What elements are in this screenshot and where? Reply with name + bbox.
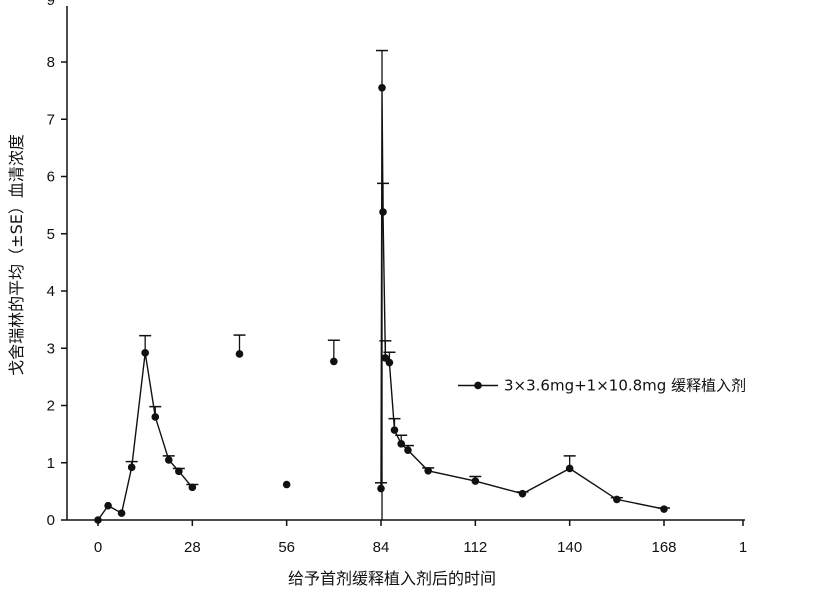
data-point-0-4-11 bbox=[565, 464, 574, 473]
legend: 3×3.6mg+1×10.8mg 缓释植入剂 bbox=[458, 376, 746, 394]
x-tick-label-2: 56 bbox=[278, 539, 295, 556]
data-point-0-0-0 bbox=[94, 516, 102, 524]
x-tick-label-0: 0 bbox=[94, 539, 102, 556]
y-tick-label-1: 1 bbox=[47, 455, 55, 472]
y-tick-label-5: 5 bbox=[47, 226, 55, 243]
error-bars bbox=[125, 49, 670, 520]
data-point-0-4-1 bbox=[378, 83, 386, 92]
data-point-0-0-4 bbox=[141, 349, 149, 357]
data-point-0-4-0 bbox=[377, 484, 385, 493]
y-tick-label-4: 4 bbox=[47, 283, 55, 300]
data-point-0-4-9 bbox=[471, 477, 480, 485]
y-tick-label-6: 6 bbox=[47, 169, 55, 186]
x-tick-label-4: 112 bbox=[463, 539, 487, 556]
y-tick-label-2: 2 bbox=[47, 398, 55, 415]
data-points bbox=[94, 83, 668, 524]
data-point-0-4-2 bbox=[379, 208, 387, 216]
data-point-0-0-8 bbox=[188, 483, 197, 492]
y-axis-title: 戈舍瑞林的平均（±SE）血清浓度 bbox=[7, 134, 26, 376]
data-point-0-0-1 bbox=[104, 501, 112, 510]
data-point-0-0-2 bbox=[117, 509, 126, 517]
data-point-0-1-0 bbox=[235, 350, 244, 358]
data-point-0-4-10 bbox=[518, 489, 527, 498]
x-ticks: 0 28 56 84 112 140 168 1 bbox=[94, 520, 747, 556]
series-lines bbox=[97, 87, 665, 521]
data-point-0-3-0 bbox=[330, 357, 338, 366]
y-tick-label-7: 7 bbox=[47, 111, 55, 128]
legend-marker bbox=[474, 381, 482, 390]
data-point-0-4-5 bbox=[390, 426, 399, 434]
legend-label: 3×3.6mg+1×10.8mg 缓释植入剂 bbox=[504, 376, 746, 394]
x-tick-label-5: 140 bbox=[557, 539, 582, 556]
series-line-0-4 bbox=[380, 87, 665, 510]
data-point-0-0-6 bbox=[164, 456, 173, 464]
data-point-0-0-7 bbox=[175, 467, 183, 476]
y-ticks: 0 1 2 3 4 5 6 7 8 9 bbox=[47, 0, 67, 529]
data-point-0-4-7 bbox=[404, 446, 412, 454]
series-line-0-0 bbox=[97, 352, 193, 521]
data-point-0-4-12 bbox=[613, 495, 621, 504]
y-tick-label-3: 3 bbox=[47, 340, 55, 357]
y-tick-label-8: 8 bbox=[47, 54, 55, 71]
x-tick-label-7: 1 bbox=[739, 539, 747, 556]
data-point-0-4-13 bbox=[660, 505, 668, 513]
y-tick-label-9: 9 bbox=[47, 0, 55, 9]
data-point-0-0-3 bbox=[127, 463, 136, 472]
axes bbox=[66, 6, 745, 521]
x-tick-label-6: 168 bbox=[651, 539, 676, 556]
data-point-0-4-6 bbox=[397, 440, 406, 448]
data-point-0-4-4 bbox=[385, 358, 394, 367]
x-tick-label-1: 28 bbox=[184, 539, 201, 556]
data-point-0-2-0 bbox=[282, 480, 291, 489]
y-tick-label-0: 0 bbox=[47, 512, 55, 529]
x-tick-label-3: 84 bbox=[373, 539, 390, 556]
data-point-0-0-5 bbox=[151, 413, 160, 421]
data-point-0-4-8 bbox=[424, 466, 432, 475]
x-axis-title: 给予首剂缓释植入剂后的时间 bbox=[288, 569, 496, 588]
